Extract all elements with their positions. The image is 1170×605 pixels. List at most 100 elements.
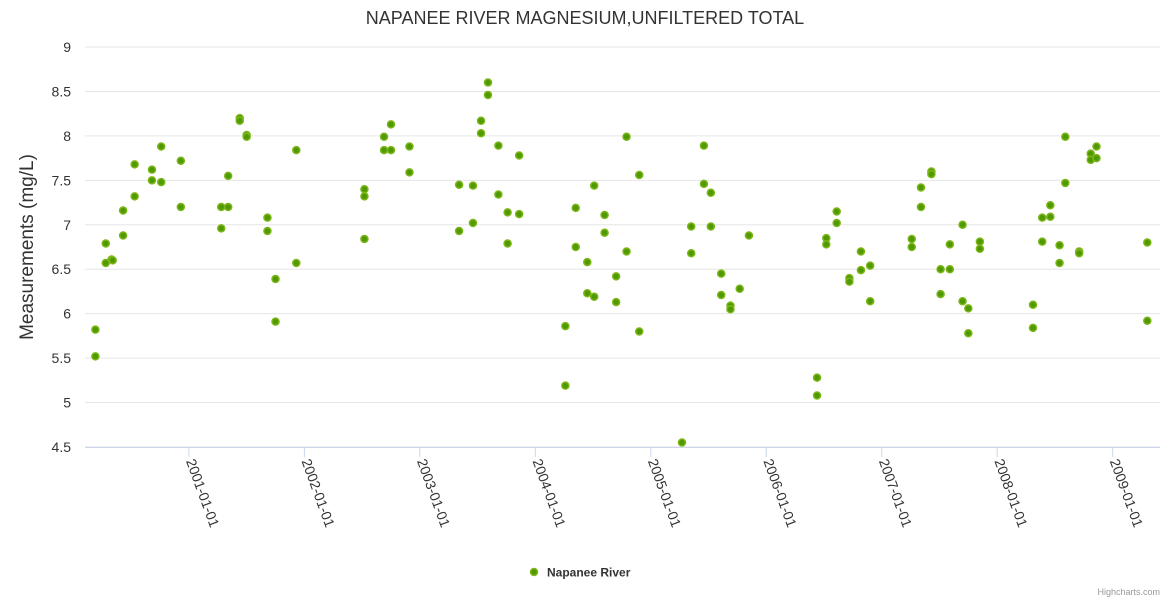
data-point xyxy=(483,90,493,100)
data-point xyxy=(958,296,967,306)
data-point xyxy=(263,213,272,222)
credits[interactable]: Highcharts.com xyxy=(1097,587,1160,597)
data-point xyxy=(1061,132,1070,142)
data-point xyxy=(223,202,233,212)
data-point xyxy=(156,177,166,187)
x-axis: 2001-01-01 2002-01-01 2003-01-01 2004-01-01… xyxy=(85,447,1160,530)
data-point xyxy=(130,192,139,201)
data-point xyxy=(176,202,186,212)
data-point xyxy=(936,289,945,299)
data-point xyxy=(130,160,139,169)
data-point xyxy=(927,169,936,179)
data-point xyxy=(832,218,841,228)
data-point xyxy=(1061,178,1070,188)
data-point xyxy=(1143,238,1152,247)
data-point xyxy=(494,190,503,199)
data-point xyxy=(571,203,580,213)
y-tick-label: 4.5 xyxy=(52,439,72,455)
data-point xyxy=(514,151,524,160)
data-point xyxy=(706,188,716,198)
x-tick-label: 2007-01-01 xyxy=(876,457,916,530)
data-point xyxy=(476,116,486,126)
y-tick-label: 5.5 xyxy=(52,350,72,366)
data-point xyxy=(907,242,916,252)
data-point xyxy=(263,226,272,236)
data-point xyxy=(386,145,396,155)
data-point xyxy=(1092,142,1101,151)
data-point xyxy=(686,222,696,231)
data-point xyxy=(686,248,696,258)
x-tick-label: 2003-01-01 xyxy=(414,457,454,530)
y-tick-label: 7.5 xyxy=(52,172,72,188)
data-point xyxy=(1037,237,1047,246)
data-point xyxy=(822,240,831,249)
data-point xyxy=(483,78,493,87)
data-point xyxy=(91,325,100,334)
data-point xyxy=(634,170,644,180)
data-point xyxy=(677,438,687,447)
data-point xyxy=(235,116,244,126)
data-point xyxy=(622,132,631,142)
x-tick-label: 2009-01-01 xyxy=(1107,457,1147,530)
data-point xyxy=(589,181,599,190)
data-point xyxy=(1028,300,1038,310)
y-tick-label: 9 xyxy=(63,39,71,55)
data-point xyxy=(101,239,111,248)
data-point xyxy=(812,391,822,400)
legend-label[interactable]: Napanee River xyxy=(547,566,631,580)
data-point xyxy=(379,132,389,142)
data-point xyxy=(217,202,226,212)
data-point xyxy=(845,277,854,286)
x-tick-label: 2001-01-01 xyxy=(183,457,223,530)
data-point xyxy=(405,142,414,151)
data-point xyxy=(589,292,599,302)
data-point xyxy=(699,179,709,189)
data-point xyxy=(716,290,726,300)
data-point xyxy=(812,373,822,382)
data-point xyxy=(156,142,166,151)
data-point xyxy=(1037,213,1047,222)
data-point xyxy=(108,256,117,265)
data-point xyxy=(1055,258,1064,268)
series-napanee-river xyxy=(91,78,1152,447)
data-point xyxy=(907,234,916,244)
data-point xyxy=(379,145,389,155)
data-point xyxy=(1055,240,1064,250)
x-tick-label: 2006-01-01 xyxy=(760,457,800,530)
data-point xyxy=(217,224,226,233)
data-point xyxy=(865,296,875,306)
y-tick-label: 7 xyxy=(63,217,71,233)
data-point xyxy=(514,209,524,219)
data-point xyxy=(292,145,301,155)
data-point xyxy=(1143,316,1152,326)
data-point xyxy=(611,297,621,307)
data-point xyxy=(405,168,414,177)
data-point xyxy=(271,317,280,326)
data-point xyxy=(699,141,709,150)
data-point xyxy=(242,132,251,142)
data-point xyxy=(292,258,301,268)
data-point xyxy=(744,231,754,240)
data-point xyxy=(958,220,967,230)
data-point xyxy=(118,231,128,240)
data-point xyxy=(964,328,973,338)
y-tick-label: 5 xyxy=(63,395,71,411)
data-point xyxy=(1046,212,1055,222)
data-point xyxy=(561,321,570,331)
data-point xyxy=(726,304,735,314)
data-point xyxy=(916,183,926,192)
data-point xyxy=(468,181,478,190)
y-axis-ticks: 4.5 5 5.5 6 6.5 7 7.5 8 8.5 9 xyxy=(52,39,72,455)
data-point xyxy=(945,264,955,274)
data-point xyxy=(832,207,841,216)
data-point xyxy=(964,304,973,313)
data-point xyxy=(454,226,464,236)
data-point xyxy=(856,265,866,275)
legend-item[interactable]: Napanee River xyxy=(529,566,631,580)
data-point xyxy=(600,210,609,220)
data-point xyxy=(716,269,726,278)
data-point xyxy=(735,284,744,294)
data-point xyxy=(600,228,609,238)
y-axis-title: Measurements (mg/L) xyxy=(17,154,38,340)
